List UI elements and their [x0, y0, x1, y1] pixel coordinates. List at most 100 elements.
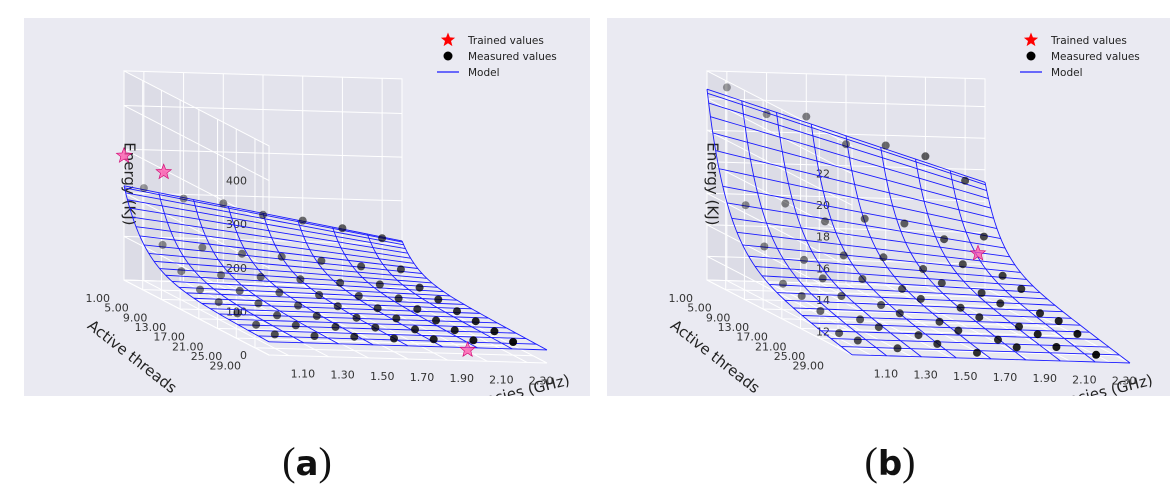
model-line-frequency [158, 192, 304, 344]
measured-point [450, 326, 459, 335]
measured-point [354, 292, 363, 300]
model-line-frequency [366, 233, 513, 350]
measured-point [956, 303, 965, 312]
frequency-tick-label: 1.50 [953, 370, 978, 383]
measured-point [394, 294, 403, 303]
measured-point [375, 280, 384, 289]
measured-point [390, 334, 398, 343]
measured-point [800, 255, 808, 264]
frequency-tick-label: 1.30 [913, 369, 938, 382]
model-line-threads [715, 150, 994, 219]
chart-a-svg: 01002003004001.101.301.501.701.902.102.3… [24, 18, 590, 396]
measured-point [898, 284, 907, 293]
measured-point [935, 317, 944, 326]
legend-trained-marker [1023, 32, 1039, 47]
measured-point [779, 279, 787, 288]
frequency-tick-label: 2.10 [1072, 373, 1097, 386]
thread-tick-label: 17.00 [153, 331, 185, 344]
measured-point [914, 331, 923, 340]
energy-axis-label: Energy (KJ) [704, 142, 722, 225]
energy-tick-label: 400 [226, 175, 247, 188]
frequency-tick-label: 1.50 [370, 370, 395, 383]
legend-model-label: Model [1051, 67, 1083, 79]
measured-point [331, 322, 340, 331]
measured-point [893, 344, 902, 353]
model-line-frequency [776, 112, 922, 358]
measured-point [837, 292, 846, 300]
frequency-tick-label: 1.70 [993, 371, 1018, 384]
model-line-threads [148, 252, 427, 279]
model-line-threads [268, 341, 548, 351]
measured-point [196, 285, 204, 294]
thread-tick-label: 5.00 [104, 302, 129, 315]
thread-tick-label: 25.00 [774, 350, 806, 363]
measured-point [1052, 343, 1061, 351]
model-line-threads [172, 281, 451, 297]
thread-grid-line [800, 119, 1079, 337]
measured-point [233, 309, 242, 318]
measured-point [835, 329, 844, 338]
measured-point [996, 299, 1005, 308]
measured-point [762, 110, 771, 119]
frequency-tick-label: 1.10 [291, 368, 316, 381]
measured-point [315, 291, 324, 299]
measured-point [1012, 343, 1021, 352]
measured-point [432, 316, 440, 325]
measured-point [979, 232, 988, 241]
frequency-tick-label: 1.90 [449, 372, 474, 385]
measured-point [853, 336, 862, 345]
thread-grid-line [254, 138, 533, 357]
measured-point [312, 311, 321, 320]
measured-point [291, 321, 300, 330]
grid-lines [706, 70, 1116, 363]
trained-point [115, 146, 133, 163]
thread-tick-label: 13.00 [135, 321, 167, 334]
measured-point [256, 272, 265, 281]
measured-point [760, 242, 769, 251]
model-line-threads [726, 202, 1006, 249]
thread-grid-line [235, 128, 515, 347]
model-line-frequency [984, 182, 1131, 364]
measured-point [919, 265, 928, 273]
measured-point [333, 302, 342, 311]
measured-point [254, 299, 263, 308]
model-line-threads [736, 231, 1016, 266]
measured-point [856, 315, 865, 324]
measured-point [818, 274, 827, 283]
measured-point [509, 338, 518, 346]
energy-axis-label: Energy (KJ) [121, 142, 139, 225]
model-line-threads [165, 274, 444, 293]
model-line-frequency [915, 158, 1061, 362]
thread-tick-label: 21.00 [755, 340, 787, 353]
chart-panel-b: 12 14 16 18 20 22 1.10 1.30 1.50 1.70 1.90 2.10 2.30… [607, 18, 1170, 396]
thread-grid-line [217, 119, 496, 337]
energy-tick-label: 22 [816, 168, 830, 181]
model-line-threads [776, 292, 1055, 306]
model-line-threads [129, 207, 408, 254]
energy-tick-label: 18 [816, 231, 830, 244]
legend-trained-label: Trained values [1050, 35, 1127, 47]
caption-a: (a) [282, 439, 332, 484]
legend-measured-label: Measured values [1051, 51, 1140, 63]
measured-point [429, 335, 438, 344]
thread-grid-line [123, 70, 403, 289]
measured-point [797, 292, 806, 300]
model-line-threads [139, 235, 418, 269]
legend-measured-marker [1026, 51, 1036, 61]
model-line-threads [135, 226, 415, 264]
measured-point [973, 348, 981, 357]
thread-grid-line [725, 80, 1004, 299]
model-line-frequency [332, 226, 478, 349]
caption-b: (b) [864, 439, 916, 484]
measured-point [490, 327, 499, 336]
frequency-tick-label: 1.30 [330, 369, 355, 382]
model-line-threads [125, 192, 404, 246]
measured-point [378, 234, 387, 243]
measured-point [1054, 317, 1063, 325]
model-line-threads [821, 330, 1100, 340]
thread-tick-label: 1.00 [669, 292, 694, 305]
model-line-threads [228, 318, 507, 329]
legend-trained-marker [440, 32, 456, 47]
measured-point [371, 323, 380, 332]
measured-point [411, 325, 419, 334]
